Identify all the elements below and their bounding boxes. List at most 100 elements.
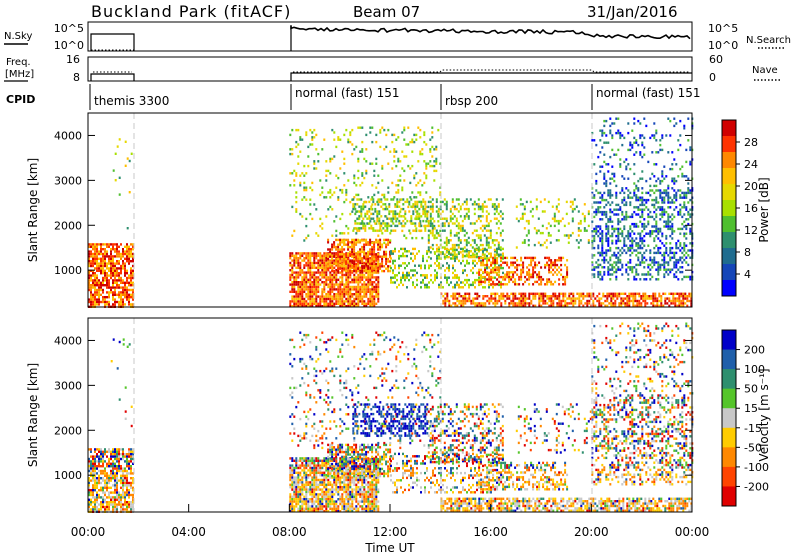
power-cell — [530, 261, 533, 264]
power-cell — [573, 198, 576, 201]
power-cell — [613, 270, 616, 274]
power-cell — [102, 281, 104, 284]
power-cell — [472, 262, 474, 265]
power-cell — [562, 256, 565, 260]
power-cell — [532, 292, 535, 295]
power-cell — [96, 300, 98, 304]
power-cell — [102, 284, 104, 287]
power-cell — [672, 302, 675, 305]
power-cell — [361, 260, 364, 263]
power-cell — [112, 274, 114, 277]
power-cell — [599, 201, 602, 204]
power-cell — [343, 232, 346, 235]
power-cell — [412, 274, 414, 277]
power-cell — [132, 296, 134, 299]
power-cell — [473, 248, 476, 252]
power-cell — [579, 219, 582, 223]
power-cell — [484, 280, 487, 284]
power-cell — [656, 299, 659, 303]
power-cell — [429, 196, 432, 199]
power-cell — [516, 266, 519, 269]
power-cell — [358, 215, 361, 218]
power-cell — [369, 300, 372, 303]
power-cell — [289, 252, 292, 255]
power-cell — [492, 276, 494, 279]
power-cell — [489, 198, 492, 201]
power-cell — [485, 239, 488, 242]
power-cell — [465, 243, 468, 247]
power-cell — [479, 215, 482, 218]
power-cell — [446, 292, 449, 295]
power-cell — [402, 283, 404, 287]
power-cell — [680, 295, 683, 298]
power-cell — [309, 302, 312, 305]
power-cell — [496, 271, 498, 275]
power-cell — [311, 285, 314, 289]
power-cell — [345, 257, 348, 261]
power-cell — [666, 297, 669, 300]
power-cell — [439, 191, 442, 194]
power-cell — [548, 271, 551, 274]
power-cell — [659, 263, 662, 267]
power-cell — [325, 276, 328, 279]
power-cell — [88, 269, 90, 272]
power-cell — [529, 210, 532, 213]
power-cell — [104, 252, 106, 256]
power-cell — [446, 281, 448, 284]
power-cell — [128, 260, 130, 263]
power-cell — [355, 285, 358, 289]
power-cell — [621, 266, 624, 269]
power-cell — [313, 160, 316, 163]
power-cell — [685, 251, 688, 255]
power-cell — [490, 292, 493, 295]
power-cell — [611, 134, 614, 137]
power-cell — [450, 257, 452, 260]
power-cell — [375, 271, 378, 274]
power-cell — [128, 274, 130, 277]
power-cell — [433, 251, 436, 254]
power-cell — [492, 261, 495, 264]
power-cell — [297, 259, 300, 262]
power-cell — [426, 259, 428, 263]
velocity-cell — [88, 484, 90, 487]
power-cell — [429, 200, 432, 204]
power-cell — [394, 276, 396, 279]
power-cell — [96, 248, 98, 251]
power-cell — [567, 222, 570, 225]
power-cell — [607, 273, 610, 276]
power-cell — [687, 213, 690, 216]
power-cell — [371, 203, 374, 206]
power-cell — [337, 238, 340, 242]
power-cell — [309, 143, 312, 146]
power-cell — [347, 254, 350, 257]
power-cell — [118, 252, 120, 256]
power-cell — [466, 299, 469, 303]
power-cell — [309, 278, 312, 281]
power-cell — [291, 152, 294, 156]
power-cell — [335, 271, 338, 274]
power-cell — [323, 264, 326, 267]
power-cell — [633, 232, 636, 235]
power-cell — [617, 131, 620, 135]
power-cell — [313, 297, 316, 301]
power-cell — [445, 203, 448, 206]
power-cell — [689, 230, 692, 233]
power-cell — [392, 198, 395, 201]
power-cell — [118, 267, 120, 270]
velocity-cell — [90, 455, 92, 458]
power-cell — [501, 212, 504, 216]
power-cell — [323, 302, 326, 305]
power-cell — [617, 117, 620, 120]
power-cell — [352, 198, 355, 201]
power-cell — [637, 143, 640, 147]
power-cell — [377, 239, 380, 242]
power-cell — [297, 300, 300, 303]
power-cell — [357, 238, 360, 242]
power-cell — [481, 203, 484, 206]
power-cell — [293, 257, 296, 260]
power-cell — [575, 239, 578, 242]
power-cell — [385, 257, 388, 261]
power-cell — [530, 273, 533, 276]
power-cell — [110, 291, 112, 294]
power-cell — [384, 215, 387, 218]
